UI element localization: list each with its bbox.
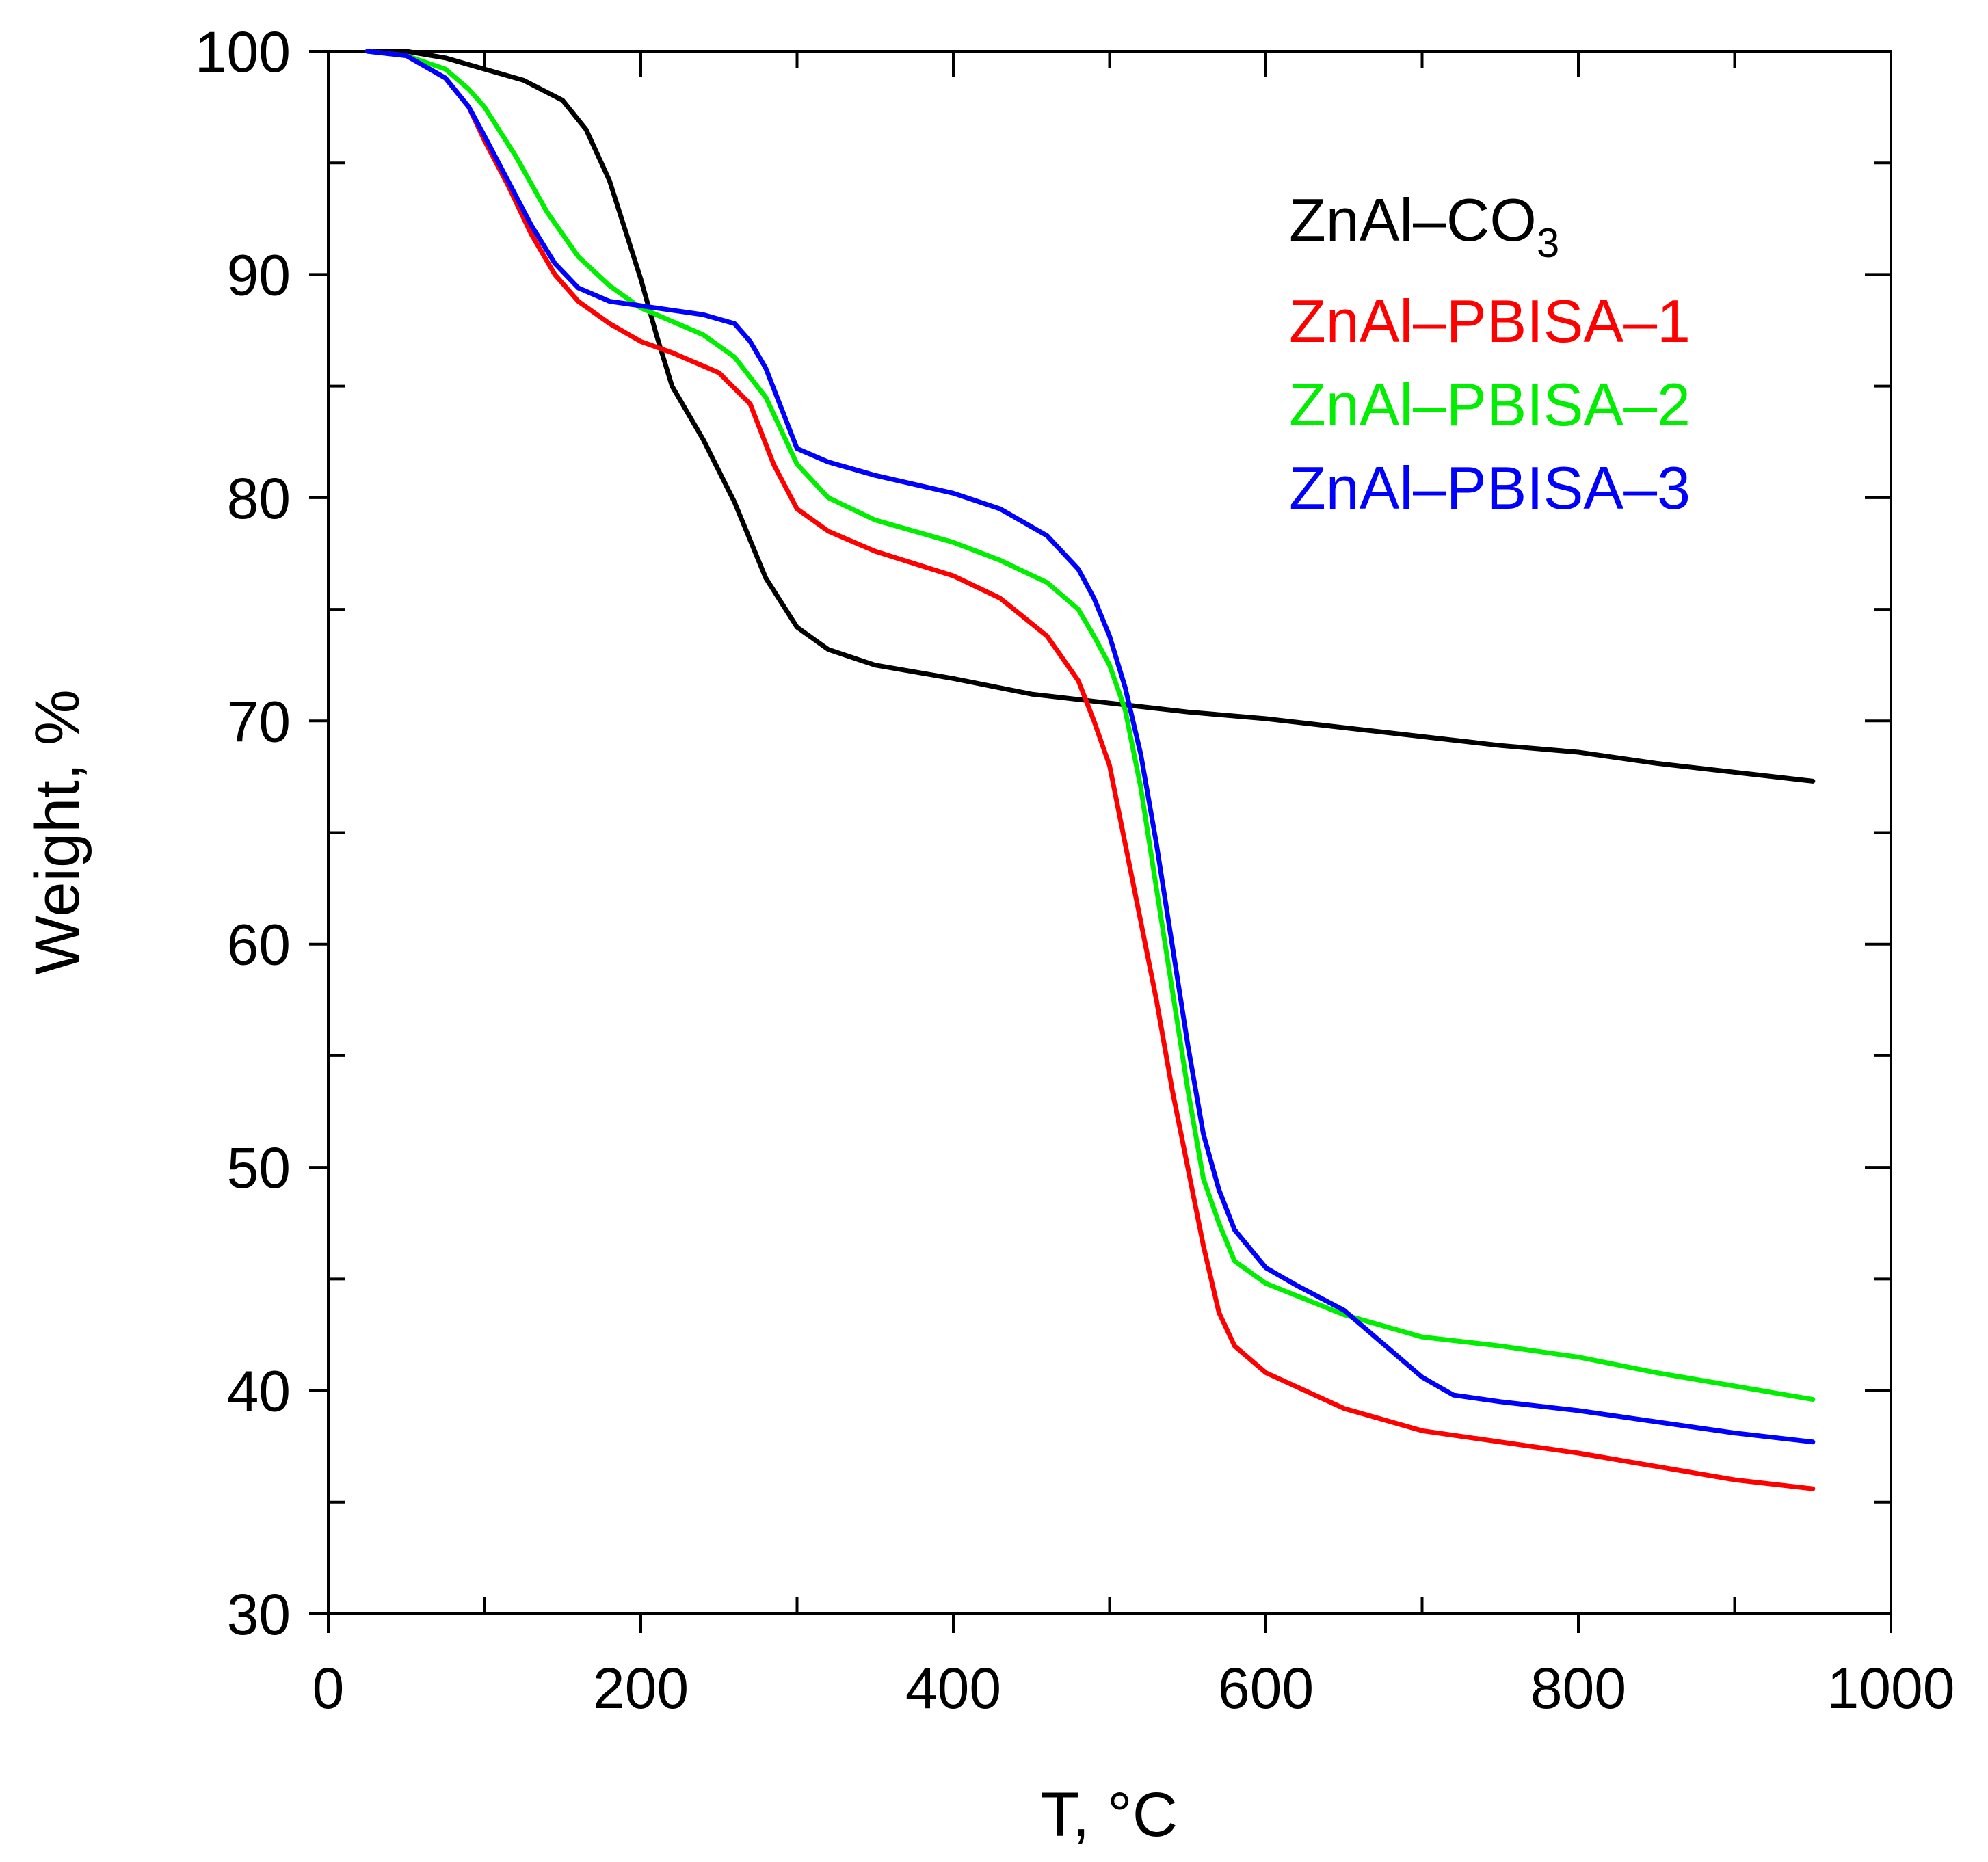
x-tick-label-400: 400 [905,1656,1001,1720]
legend-entry-znal-pbisa-2: ZnAl–PBISA–2 [1289,371,1691,438]
legend-entry-znal-pbisa-3: ZnAl–PBISA–3 [1289,454,1691,522]
y-tick-label-80: 80 [227,466,291,531]
y-tick-label-70: 70 [227,689,291,754]
axis-ticks [309,50,1892,1633]
y-tick-label-100: 100 [195,20,291,84]
y-tick-label-90: 90 [227,243,291,307]
x-tick-label-600: 600 [1218,1656,1314,1720]
legend: ZnAl–CO3 ZnAl–PBISA–1 ZnAl–PBISA–2 ZnAl–… [1289,186,1691,522]
y-tick-label-50: 50 [227,1136,291,1200]
y-axis-title: Weight, % [23,689,92,975]
series-line-znal-pbisa-3 [365,49,1816,1445]
series-line-znal-pbisa-2 [365,49,1816,1402]
legend-entry-znal-pbisa-1: ZnAl–PBISA–1 [1289,287,1691,355]
y-tick-label-40: 40 [227,1359,291,1424]
series-line-znal-pbisa-1 [365,49,1816,1491]
x-tick-label-0: 0 [313,1656,345,1720]
x-axis-title: T, °C [1041,1780,1178,1850]
legend-entry-znal-co3-main: ZnAl–CO [1289,186,1537,254]
x-tick-label-800: 800 [1530,1656,1626,1720]
tick-labels: 0 200 400 600 800 1000 30 40 50 60 70 80 90 100 [195,20,1955,1720]
legend-entry-znal-co3-subscript: 3 [1537,220,1559,266]
series-lines [365,49,1816,1491]
series-line-znal-co3 [365,49,1816,784]
legend-entry-znal-co3: ZnAl–CO3 [1289,186,1559,266]
x-tick-label-1000: 1000 [1827,1656,1955,1720]
y-tick-label-60: 60 [227,913,291,977]
y-tick-label-30: 30 [227,1582,291,1647]
x-tick-label-200: 200 [593,1656,689,1720]
